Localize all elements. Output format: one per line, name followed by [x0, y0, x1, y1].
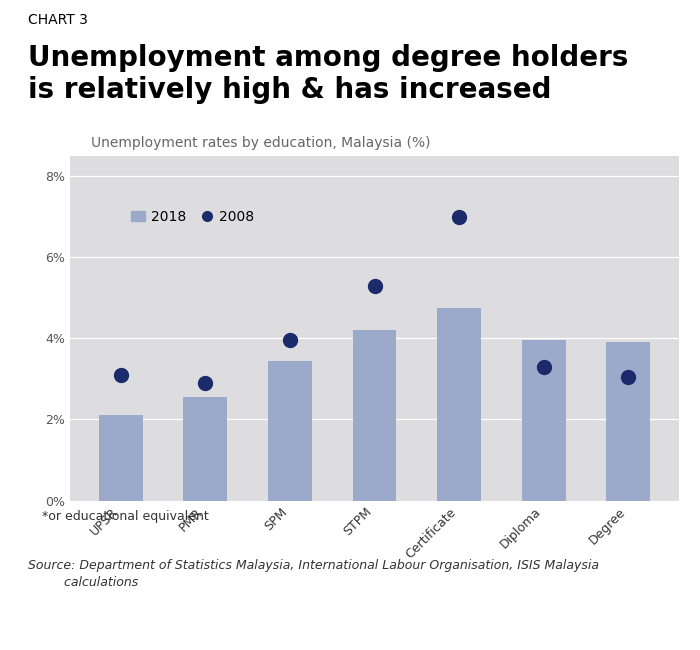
- Text: Unemployment among degree holders
is relatively high & has increased: Unemployment among degree holders is rel…: [28, 44, 629, 104]
- Bar: [606, 343, 650, 500]
- Text: *or educational equivalent: *or educational equivalent: [42, 510, 209, 523]
- Bar: [522, 341, 566, 500]
- Bar: [353, 330, 396, 500]
- Bar: [99, 415, 143, 500]
- Text: Source: Department of Statistics Malaysia, International Labour Organisation, IS: Source: Department of Statistics Malaysi…: [28, 559, 599, 589]
- Bar: [183, 397, 228, 500]
- Point: [199, 378, 211, 388]
- Text: Unemployment rates by education, Malaysia (%): Unemployment rates by education, Malaysi…: [91, 135, 430, 150]
- Point: [284, 335, 295, 346]
- Point: [369, 281, 380, 291]
- Point: [454, 212, 465, 222]
- Point: [115, 370, 126, 380]
- Legend: 2018, 2008: 2018, 2008: [126, 204, 260, 229]
- Text: CHART 3: CHART 3: [28, 13, 88, 27]
- Point: [538, 361, 550, 372]
- Bar: [268, 361, 312, 500]
- Bar: [437, 308, 481, 500]
- Point: [623, 372, 634, 382]
